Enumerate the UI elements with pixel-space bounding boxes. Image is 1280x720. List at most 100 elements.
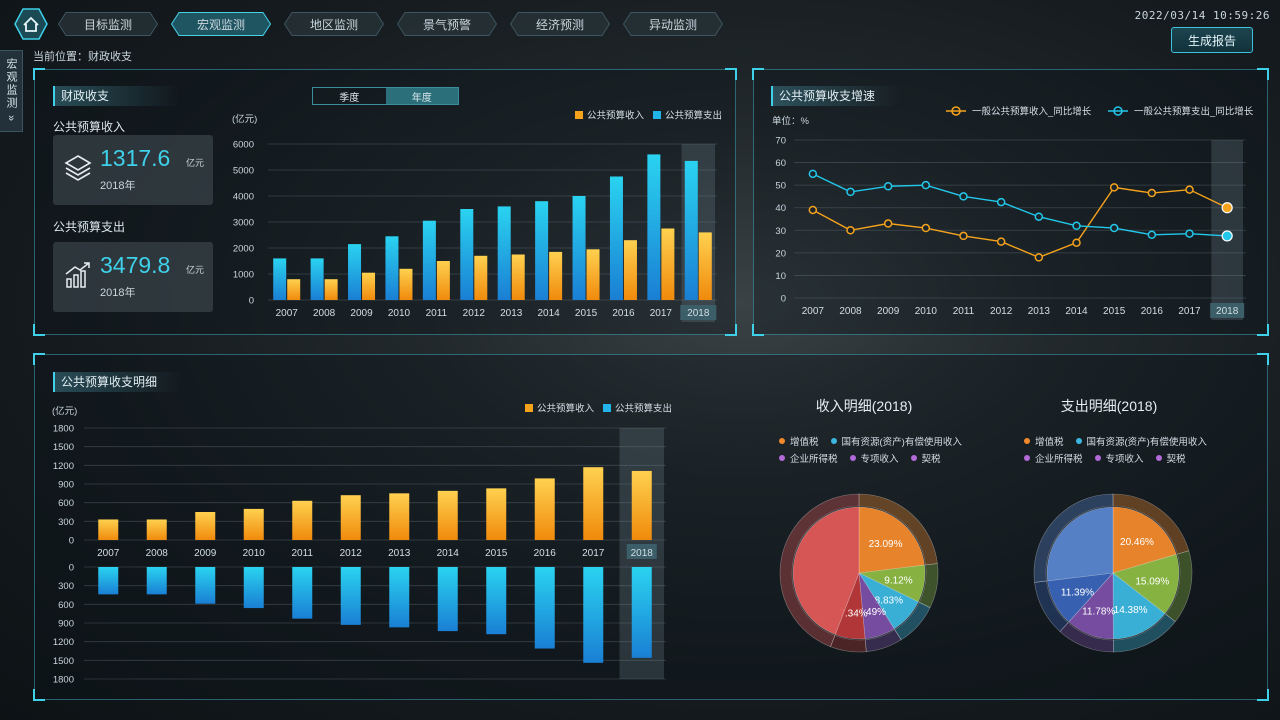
pie-slice [857, 564, 926, 603]
expense-year: 2018年 [100, 287, 136, 299]
y-tick-label: 1200 [53, 637, 74, 648]
data-point [921, 223, 931, 233]
datetime: 2022/03/14 10:59:26 [1134, 9, 1270, 22]
x-tick-label: 2014 [1065, 306, 1088, 317]
y-tick-label: 1500 [53, 656, 74, 667]
y-tick-label: 300 [58, 517, 74, 528]
legend-item[interactable]: 企业所得税 [1024, 454, 1083, 465]
bar-revenue [399, 268, 413, 300]
bar-expense [583, 567, 604, 663]
x-tick-highlight [1210, 303, 1245, 318]
y-tick-label: 1800 [53, 675, 74, 686]
data-point [1034, 253, 1044, 262]
x-tick-label: 2013 [1028, 306, 1051, 317]
y-tick-label: 900 [58, 480, 74, 491]
nav-tab-2[interactable]: 地区监测 [284, 12, 384, 36]
pie-slice-label: 15.09% [1135, 577, 1169, 588]
nav-tab-3[interactable]: 景气预警 [397, 12, 497, 36]
segment-quarter[interactable]: 季度 [339, 92, 360, 104]
fiscal-panel-title: 财政收支 [53, 86, 181, 106]
x-tick-label: 2015 [1103, 306, 1126, 317]
revenue-year: 2018年 [100, 180, 136, 192]
legend-item[interactable]: 专项收入 [849, 454, 899, 465]
y-tick-label: 0 [69, 536, 74, 547]
legend-item[interactable]: 国有资源(资产)有偿使用收入 [1075, 437, 1207, 448]
bar-expense [572, 196, 586, 300]
bar-revenue [586, 249, 600, 300]
x-tick-label: 2013 [500, 308, 523, 319]
pie-outer-ring-slice [918, 563, 939, 608]
y-axis-label: 单位：% [772, 115, 810, 127]
pie-slice-label: 7.34% [839, 609, 867, 620]
legend-label: 一般公共预算收入_同比增长 [972, 106, 1092, 118]
pie-slice [792, 506, 860, 635]
pie-slice-label: 11.39% [1061, 587, 1094, 598]
legend-item[interactable]: 专项收入 [1094, 454, 1144, 465]
nav-tab-1[interactable]: 宏观监测 [171, 12, 271, 36]
side-tab-macro[interactable]: 宏观监测 » [0, 50, 23, 132]
y-tick-label: 1200 [53, 461, 74, 472]
legend-label: 契税 [921, 454, 941, 465]
legend-item[interactable]: 契税 [910, 454, 941, 465]
bar-expense [647, 154, 661, 300]
x-tick-label: 2012 [463, 308, 486, 319]
bar-revenue [98, 519, 119, 540]
segment-year[interactable]: 年度 [385, 88, 458, 104]
x-tick-label: 2016 [612, 308, 635, 319]
bar-expense [437, 567, 458, 632]
data-point-highlight [1221, 230, 1233, 242]
pie-outer-ring-slice [1033, 493, 1114, 583]
x-tick-label: 2008 [839, 306, 862, 317]
legend-label: 企业所得税 [1035, 454, 1083, 465]
y-tick-label: 70 [775, 136, 786, 147]
detail-mirror-bar-chart: (亿元) 0 300 600 900 1200 1500 1800 0 300 600 900 1200… [52, 403, 672, 686]
legend-item[interactable]: 契税 [1155, 454, 1186, 465]
pie-slice [858, 572, 895, 640]
x-tick-label: 2008 [146, 548, 169, 559]
bar-revenue [389, 493, 410, 540]
bar-expense [609, 176, 623, 300]
nav-tab-4[interactable]: 经济预测 [510, 12, 610, 36]
legend-item[interactable]: 增值税 [1024, 437, 1064, 448]
x-tick-label: 2009 [877, 306, 900, 317]
y-tick-label: 1000 [233, 270, 254, 281]
bar-revenue [437, 490, 458, 540]
nav-tab-5[interactable]: 异动监测 [623, 12, 723, 36]
highlight-band [1211, 140, 1243, 320]
expense-card: 3479.8 亿元 2018年 [53, 242, 213, 312]
legend-dot [1075, 438, 1082, 444]
home-button[interactable] [14, 8, 48, 40]
pie-outer-ring-slice [1112, 613, 1176, 653]
y-tick-label: 900 [58, 619, 74, 630]
revenue-unit: 亿元 [186, 158, 205, 168]
x-tick-label: 2012 [990, 306, 1013, 317]
x-tick-highlight [626, 544, 657, 559]
legend-dot [779, 438, 785, 444]
income-pie-legend: 增值税 国有资源(资产)有偿使用收入企业所得税 专项收入 契税 [779, 434, 974, 468]
bar-expense [631, 567, 652, 658]
x-tick-label: 2011 [291, 548, 313, 559]
x-tick-label: 2009 [350, 308, 373, 319]
income-pie-title: 收入明细(2018) [815, 398, 913, 414]
pie-slice [858, 572, 919, 630]
legend-item[interactable]: 增值税 [779, 437, 819, 448]
x-tick-highlight [680, 305, 717, 320]
nav-tab-0[interactable]: 目标监测 [58, 12, 158, 36]
data-point [959, 231, 968, 241]
legend-label: 增值税 [790, 437, 819, 448]
y-tick-label: 2000 [233, 244, 254, 255]
bar-revenue [287, 279, 301, 300]
fiscal-bar-chart: (亿元) 0 1000 2000 3000 4000 5000 6000 2007 2008 200… [232, 110, 722, 322]
pie-slice-label: 14.38% [1114, 605, 1148, 616]
legend-label: 企业所得税 [790, 454, 838, 465]
legend-dot [910, 455, 917, 461]
bar-expense [310, 258, 324, 300]
legend-dot [1094, 455, 1101, 461]
legend-item[interactable]: 国有资源(资产)有偿使用收入 [830, 437, 962, 448]
legend-item[interactable]: 企业所得税 [779, 454, 838, 465]
series-line [812, 186, 1228, 259]
data-point [996, 237, 1006, 246]
legend-swatch [575, 111, 583, 119]
generate-report-button[interactable]: 生成报告 [1171, 27, 1253, 53]
pie-outer-ring-slice [1034, 580, 1069, 632]
